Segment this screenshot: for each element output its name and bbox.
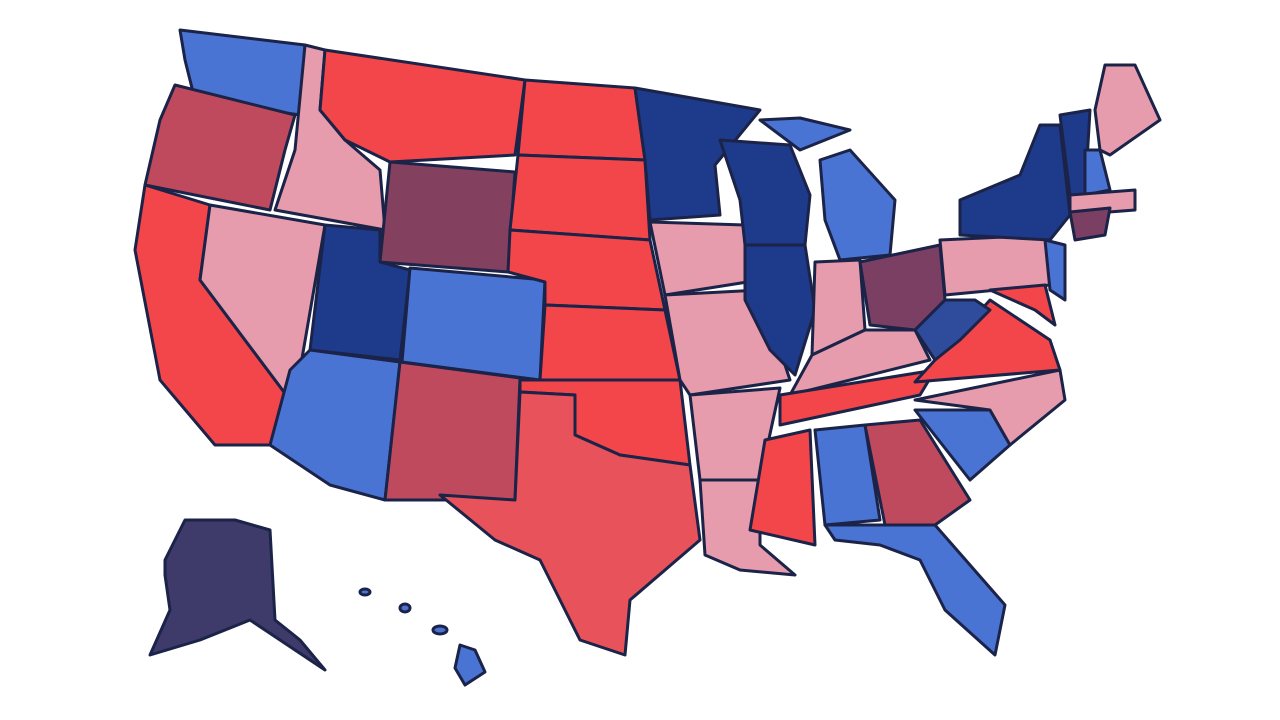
state bbox=[743, 243, 817, 377]
state bbox=[813, 423, 882, 527]
state bbox=[400, 266, 547, 382]
state bbox=[1083, 148, 1112, 197]
state bbox=[1068, 188, 1137, 217]
state bbox=[516, 78, 647, 162]
state bbox=[758, 116, 852, 152]
state bbox=[748, 428, 817, 547]
state bbox=[913, 368, 1067, 447]
state bbox=[818, 148, 897, 262]
state bbox=[823, 523, 1007, 657]
state bbox=[508, 153, 652, 242]
state bbox=[383, 360, 522, 502]
state bbox=[1093, 63, 1162, 157]
state bbox=[148, 518, 327, 672]
island bbox=[358, 587, 372, 597]
state bbox=[453, 643, 487, 687]
state bbox=[958, 123, 1072, 242]
state bbox=[378, 160, 517, 274]
state bbox=[438, 390, 702, 657]
states bbox=[133, 28, 1162, 687]
state bbox=[1043, 238, 1067, 302]
state bbox=[788, 328, 932, 397]
state bbox=[988, 283, 1057, 327]
state bbox=[778, 368, 937, 427]
state bbox=[268, 348, 402, 502]
state bbox=[633, 86, 762, 222]
state bbox=[913, 298, 992, 362]
island bbox=[398, 602, 412, 614]
state bbox=[538, 303, 682, 382]
state bbox=[863, 418, 972, 527]
island bbox=[431, 624, 449, 636]
state bbox=[143, 83, 297, 212]
state bbox=[1068, 206, 1112, 242]
